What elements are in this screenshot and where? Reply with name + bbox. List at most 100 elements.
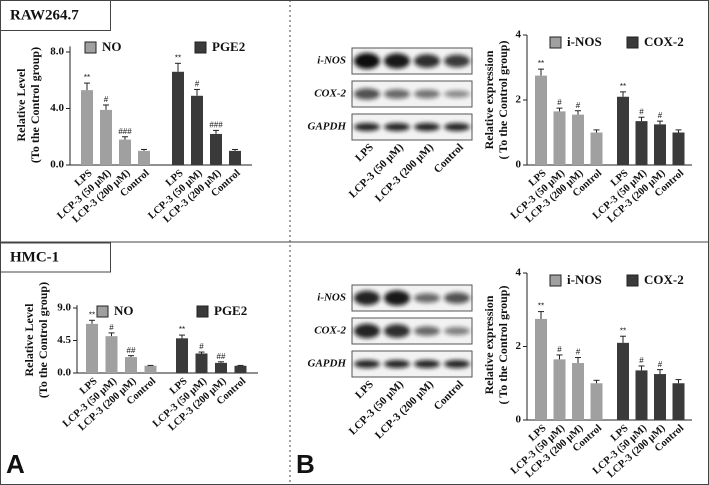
legend-swatch — [194, 41, 207, 54]
bar — [672, 132, 685, 165]
bar — [191, 95, 203, 165]
bar — [535, 318, 547, 420]
cell-line-label: RAW264.7 — [10, 7, 79, 23]
bar — [654, 124, 666, 165]
blot-lane-label: Control — [432, 141, 466, 175]
annotation: ### — [118, 127, 132, 136]
blot-band — [354, 53, 380, 69]
label-box — [0, 0, 111, 31]
blot-row-label: i-NOS — [317, 55, 346, 67]
bar — [144, 365, 157, 373]
legend-swatch — [96, 305, 109, 318]
y-axis-label: Relative expression — [482, 50, 496, 149]
legend-swatch — [84, 41, 97, 54]
y-tick-label: 0 — [516, 159, 522, 171]
y-tick-label: 4.5 — [57, 334, 71, 346]
bar — [138, 150, 150, 165]
annotation: ** — [89, 310, 95, 319]
blot-row-label: i-NOS — [317, 292, 346, 304]
y-tick-label: 4 — [516, 267, 522, 279]
blot-band — [444, 54, 470, 68]
y-tick-label: 2 — [516, 94, 522, 106]
blot-band — [384, 53, 410, 69]
y-axis-label: ( To the Control group) — [496, 286, 510, 405]
bar — [535, 75, 547, 165]
bar — [672, 383, 685, 420]
bar — [234, 365, 247, 373]
legend-swatch — [549, 274, 562, 287]
bar — [617, 96, 629, 165]
legend-label: NO — [102, 39, 122, 54]
bar — [172, 71, 184, 165]
bar — [572, 363, 584, 420]
y-tick-label: 0.0 — [50, 159, 64, 171]
blot-band — [354, 360, 380, 368]
legend-swatch — [196, 305, 209, 318]
y-axis-label: (To the Control group) — [36, 282, 50, 398]
blot-band — [384, 89, 410, 99]
legend-swatch — [626, 274, 639, 287]
annotation: # — [658, 360, 663, 369]
blot-row-label: COX-2 — [314, 88, 346, 100]
bar — [125, 357, 137, 373]
annotation: # — [557, 98, 562, 107]
bar — [195, 353, 208, 373]
annotation: ** — [620, 326, 626, 335]
annotation: # — [195, 80, 200, 89]
bar — [86, 323, 98, 373]
bar — [210, 133, 222, 165]
blot-band — [414, 360, 440, 368]
blot-row-label: GAPDH — [308, 121, 347, 133]
blot-band — [384, 290, 410, 306]
annotation: ## — [127, 346, 136, 355]
annotation: ### — [209, 121, 223, 130]
blot-band — [414, 293, 440, 303]
blot-band — [414, 123, 440, 131]
bar — [229, 150, 241, 165]
blot-band — [444, 90, 470, 98]
legend-label: COX-2 — [644, 272, 684, 287]
annotation: ** — [620, 82, 626, 91]
blot-band — [444, 327, 470, 335]
y-tick-label: 0.0 — [57, 367, 71, 379]
legend-label: COX-2 — [644, 34, 684, 49]
blot-lane-label: LPS — [353, 378, 376, 401]
legend-label: PGE2 — [212, 39, 245, 54]
y-tick-label: 8.0 — [50, 46, 64, 58]
blot-band — [444, 360, 470, 368]
blot-lane-label: LPS — [353, 141, 376, 164]
annotation: # — [658, 111, 663, 120]
legend-label: i-NOS — [567, 272, 602, 287]
bar — [617, 342, 629, 420]
annotation: # — [576, 348, 581, 357]
blot-band — [384, 123, 410, 131]
cell-line-label: HMC-1 — [10, 249, 59, 265]
bar — [105, 336, 118, 373]
blot-band — [354, 290, 380, 306]
bar — [572, 114, 584, 165]
panel-letter: A — [6, 449, 25, 479]
blot-band — [444, 292, 470, 304]
blot-band — [444, 123, 470, 131]
panel-letter: B — [296, 449, 315, 479]
blot-band — [354, 323, 380, 339]
y-axis-label: (To the Control group) — [28, 47, 42, 163]
bar — [119, 139, 131, 165]
y-tick-label: 2 — [516, 340, 522, 352]
legend-swatch — [626, 36, 639, 49]
bar — [215, 362, 227, 373]
blot-band — [414, 54, 440, 68]
legend-swatch — [549, 36, 562, 49]
blot-band — [414, 326, 440, 336]
blot-band — [354, 123, 380, 131]
bar — [553, 111, 566, 165]
bar — [590, 132, 603, 165]
blot-row-label: GAPDH — [308, 358, 347, 370]
annotation: # — [199, 342, 204, 351]
bar — [635, 370, 648, 420]
blot-band — [354, 88, 380, 100]
annotation: ** — [175, 53, 181, 62]
bar — [654, 374, 666, 420]
annotation: # — [104, 95, 109, 104]
